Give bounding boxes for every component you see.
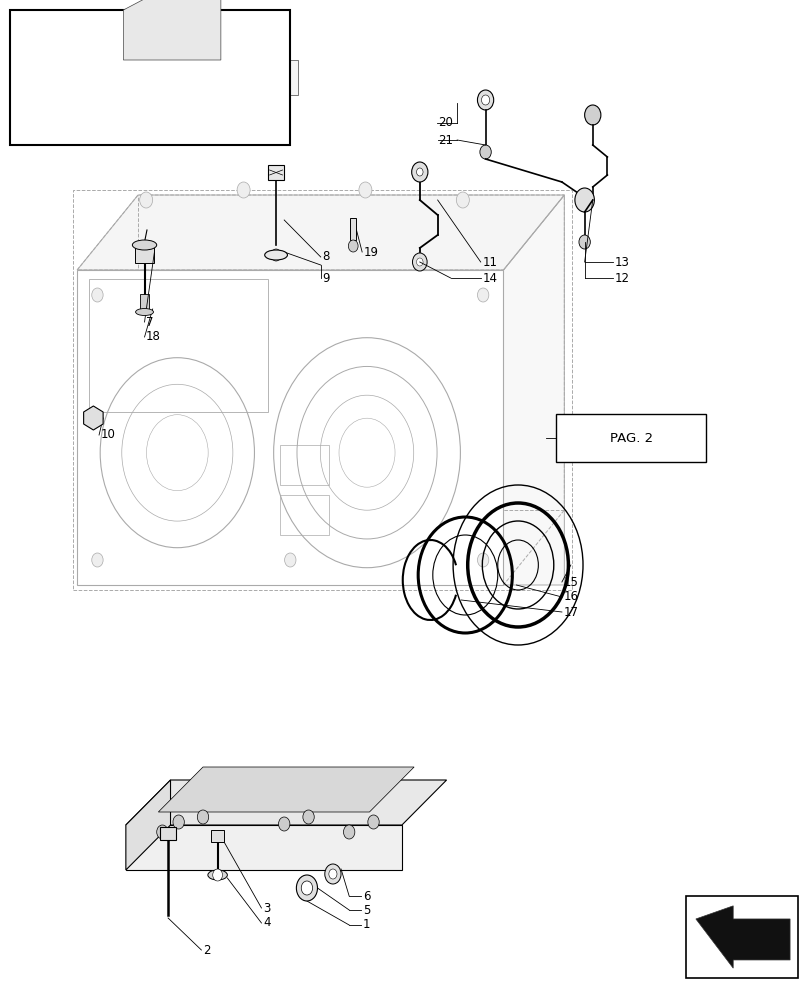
- Text: 17: 17: [563, 605, 577, 618]
- Bar: [685, 896, 797, 978]
- Circle shape: [481, 95, 489, 105]
- Circle shape: [197, 810, 208, 824]
- Text: 9: 9: [322, 271, 329, 284]
- Circle shape: [278, 817, 290, 831]
- Circle shape: [411, 162, 427, 182]
- Text: PAG. 2: PAG. 2: [609, 432, 652, 444]
- Text: 8: 8: [322, 250, 329, 263]
- Bar: [249, 60, 298, 95]
- Text: 12: 12: [614, 271, 629, 284]
- Polygon shape: [77, 195, 564, 270]
- Bar: [556, 414, 706, 462]
- Ellipse shape: [135, 308, 153, 316]
- Text: 5: 5: [363, 904, 370, 916]
- Text: 21: 21: [438, 133, 453, 146]
- Polygon shape: [126, 825, 401, 870]
- Circle shape: [303, 810, 314, 824]
- Polygon shape: [126, 780, 446, 825]
- Polygon shape: [123, 0, 221, 60]
- Bar: [135, 245, 154, 263]
- Bar: [280, 445, 328, 485]
- Text: 14: 14: [482, 271, 496, 284]
- Circle shape: [456, 192, 469, 208]
- Bar: [350, 218, 356, 240]
- Text: 7: 7: [146, 316, 153, 328]
- Circle shape: [477, 90, 493, 110]
- Polygon shape: [84, 406, 103, 430]
- Bar: [73, 190, 572, 590]
- Ellipse shape: [132, 240, 157, 250]
- Circle shape: [92, 553, 103, 567]
- Polygon shape: [158, 767, 414, 812]
- Text: 15: 15: [563, 576, 577, 588]
- Bar: [77, 270, 503, 585]
- Circle shape: [135, 52, 176, 103]
- Circle shape: [584, 105, 600, 125]
- Bar: [160, 827, 176, 840]
- Circle shape: [284, 553, 296, 567]
- Circle shape: [574, 188, 594, 212]
- Circle shape: [328, 869, 337, 879]
- Bar: [268, 165, 284, 180]
- Bar: [140, 294, 148, 312]
- Circle shape: [212, 57, 245, 98]
- Text: 18: 18: [146, 330, 161, 344]
- Text: 6: 6: [363, 890, 370, 902]
- Polygon shape: [695, 906, 789, 968]
- Circle shape: [173, 815, 184, 829]
- Bar: [10, 10, 290, 145]
- Circle shape: [479, 145, 491, 159]
- Text: 16: 16: [563, 590, 577, 603]
- Circle shape: [157, 825, 168, 839]
- Bar: [280, 495, 328, 535]
- Text: 10: 10: [101, 428, 115, 442]
- Bar: [58, 30, 249, 105]
- Circle shape: [144, 62, 168, 93]
- Text: 3: 3: [263, 902, 270, 914]
- Circle shape: [412, 253, 427, 271]
- Polygon shape: [126, 780, 170, 870]
- Text: 11: 11: [482, 255, 496, 268]
- Circle shape: [212, 869, 222, 881]
- Ellipse shape: [264, 250, 287, 260]
- Circle shape: [477, 288, 488, 302]
- Circle shape: [324, 864, 341, 884]
- Text: 13: 13: [614, 255, 629, 268]
- Circle shape: [343, 825, 354, 839]
- Bar: [211, 830, 224, 842]
- Text: 19: 19: [363, 245, 378, 258]
- Ellipse shape: [208, 870, 227, 880]
- Text: 4: 4: [263, 916, 270, 930]
- Circle shape: [296, 875, 317, 901]
- Circle shape: [358, 182, 371, 198]
- Circle shape: [301, 881, 312, 895]
- Bar: [58, 44, 111, 64]
- Circle shape: [271, 249, 281, 261]
- Circle shape: [71, 62, 95, 93]
- Circle shape: [416, 258, 423, 266]
- Circle shape: [92, 288, 103, 302]
- Text: 20: 20: [438, 116, 453, 129]
- Bar: [58, 75, 111, 95]
- Text: 1: 1: [363, 918, 370, 932]
- Circle shape: [477, 553, 488, 567]
- Circle shape: [348, 240, 358, 252]
- Bar: [89, 279, 268, 412]
- Circle shape: [237, 182, 250, 198]
- Circle shape: [578, 235, 590, 249]
- Circle shape: [416, 168, 423, 176]
- Polygon shape: [503, 195, 564, 585]
- Circle shape: [139, 192, 152, 208]
- Circle shape: [88, 411, 99, 425]
- Text: 2: 2: [203, 944, 210, 956]
- Circle shape: [367, 815, 379, 829]
